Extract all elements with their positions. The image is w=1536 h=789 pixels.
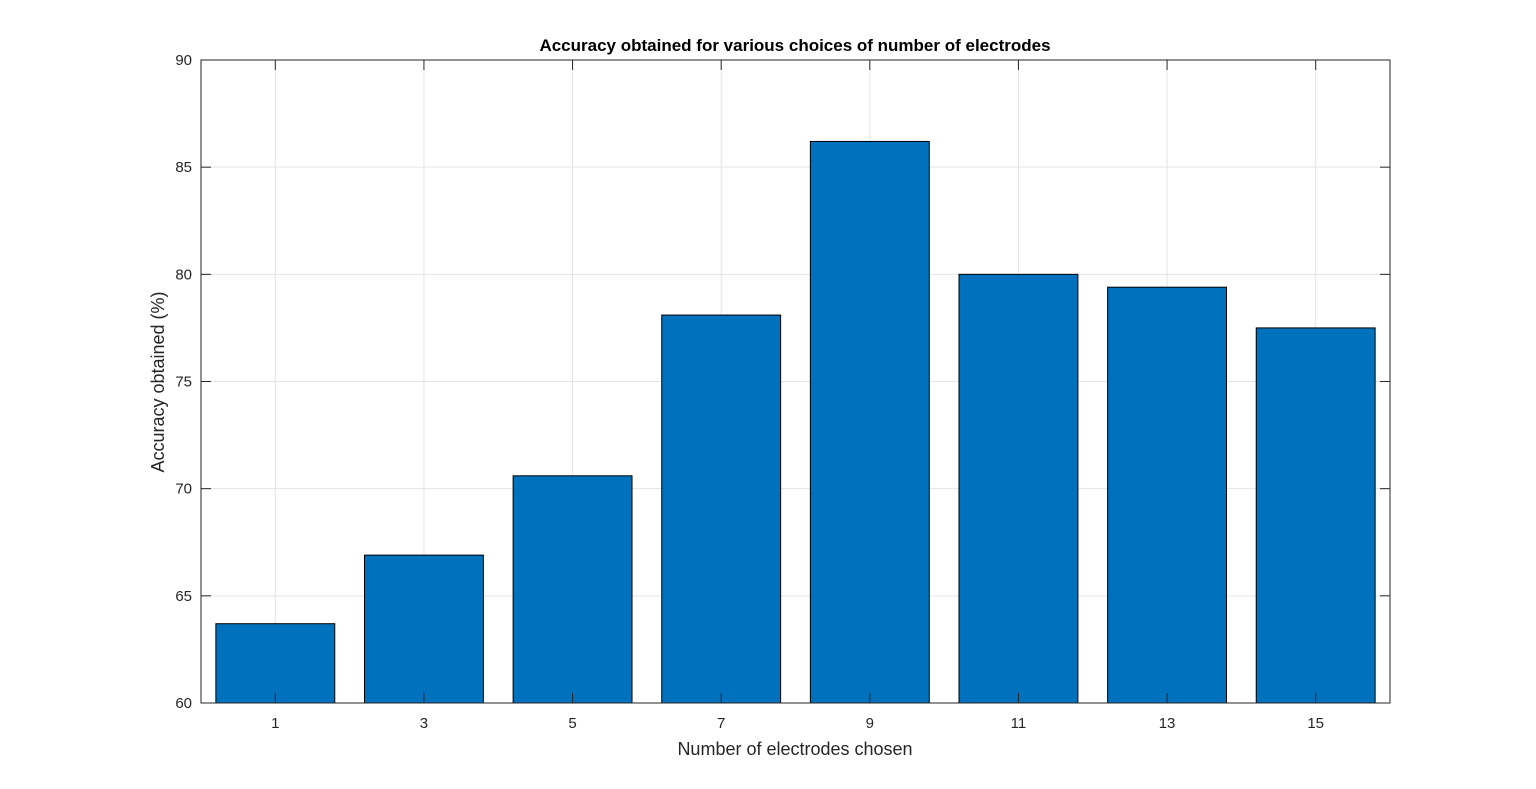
x-tick-label: 11 (1011, 715, 1027, 732)
y-tick-label: 70 (175, 481, 192, 498)
x-tick-label: 9 (866, 715, 874, 732)
y-tick-label: 80 (175, 266, 192, 283)
y-tick-label: 60 (175, 695, 192, 712)
y-axis-label: Accuracy obtained (%) (148, 291, 168, 472)
y-tick-label: 75 (175, 374, 192, 391)
bar-13 (1107, 286, 1228, 704)
bar-layer (215, 140, 1376, 704)
bar-3 (363, 554, 484, 704)
x-tick-label: 5 (568, 715, 576, 732)
y-tick-label: 65 (175, 588, 192, 605)
bar-1 (215, 623, 336, 704)
bar-11 (958, 273, 1079, 704)
y-tick-label: 85 (175, 159, 192, 176)
bar-7 (661, 314, 782, 704)
x-tick-label: 15 (1307, 715, 1324, 732)
chart-title: Accuracy obtained for various choices of… (539, 36, 1050, 55)
bar-15 (1255, 327, 1376, 704)
x-tick-label: 13 (1159, 715, 1176, 732)
x-tick-label: 1 (271, 715, 279, 732)
y-tick-label: 90 (175, 52, 192, 69)
bar-5 (512, 475, 633, 704)
x-axis-label: Number of electrodes chosen (677, 739, 912, 759)
bar-9 (809, 140, 930, 704)
x-tick-label: 7 (717, 715, 725, 732)
x-tick-label: 3 (420, 715, 428, 732)
